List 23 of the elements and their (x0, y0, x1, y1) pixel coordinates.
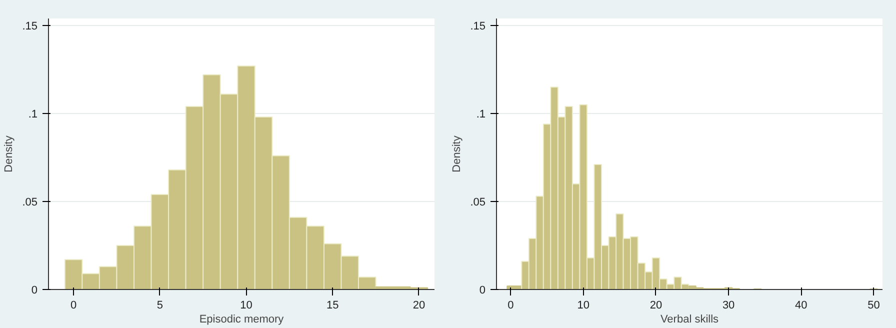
y-tick-label: .05 (22, 196, 38, 209)
x-tick-label: 0 (508, 300, 514, 312)
y-tick-label: 0 (479, 284, 486, 296)
y-tick-label: .15 (22, 20, 38, 33)
y-tick-label: 0 (31, 284, 38, 296)
x-tick-label: 30 (722, 300, 735, 312)
x-tick-label: 50 (868, 300, 880, 312)
x-tick-label: 20 (650, 300, 662, 312)
y-tick-label: .1 (28, 108, 38, 121)
x-tick-label: 10 (577, 300, 590, 312)
x-tick-label: 15 (326, 300, 339, 312)
x-tick-label: 20 (412, 300, 426, 312)
x-tick-label: 0 (70, 300, 77, 312)
x-tick-label: 10 (240, 300, 252, 312)
y-tick-label: .1 (476, 108, 486, 121)
x-axis-title: Verbal skills (660, 314, 720, 326)
x-tick-label: 40 (795, 300, 808, 312)
y-axis-title: Density (3, 135, 16, 172)
y-tick-label: .05 (470, 196, 486, 209)
x-axis-title: Episodic memory (199, 314, 284, 326)
x-tick-label: 5 (156, 300, 163, 312)
y-axis-title: Density (451, 135, 464, 172)
y-tick-label: .15 (470, 20, 486, 33)
